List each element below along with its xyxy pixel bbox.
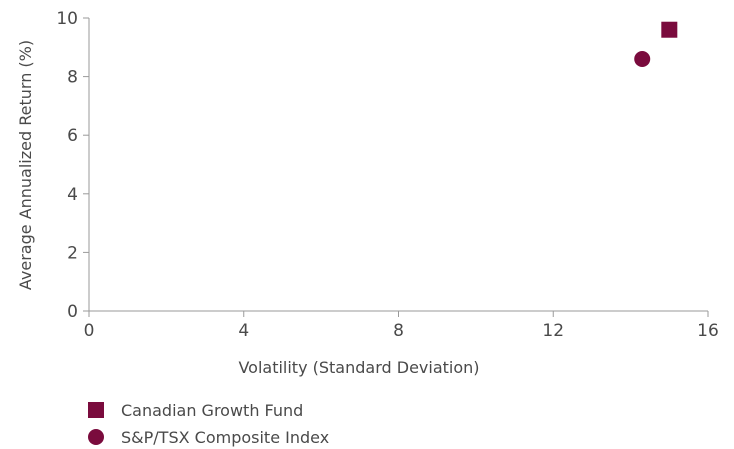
- chart-axes: [88, 18, 708, 312]
- y-tick-label: 0: [67, 302, 78, 322]
- sp-tsx-composite-point: [634, 51, 651, 68]
- x-axis-title: Volatility (Standard Deviation): [238, 358, 479, 377]
- chart-legend: Canadian Growth Fund S&P/TSX Composite In…: [88, 401, 329, 447]
- chart-points: [634, 21, 678, 68]
- x-tick-label: 0: [84, 321, 95, 341]
- x-tick-label: 16: [697, 321, 719, 341]
- canadian-growth-fund-point: [661, 21, 678, 38]
- legend-circle-icon: [88, 429, 104, 445]
- y-tick-label: 4: [67, 185, 78, 205]
- x-tick-label: 8: [393, 321, 404, 341]
- x-tick-label: 12: [542, 321, 564, 341]
- chart-ticks: 0 4 8 12 16 0 2 4 6 8 10: [56, 9, 718, 341]
- x-tick-label: 4: [238, 321, 249, 341]
- y-tick-label: 2: [67, 243, 78, 263]
- legend-label: Canadian Growth Fund: [121, 401, 303, 420]
- legend-label: S&P/TSX Composite Index: [121, 428, 329, 447]
- legend-square-icon: [88, 402, 104, 418]
- y-tick-label: 10: [56, 9, 78, 29]
- y-tick-label: 6: [67, 126, 78, 146]
- y-axis-title: Average Annualized Return (%): [16, 40, 35, 290]
- y-tick-label: 8: [67, 68, 78, 88]
